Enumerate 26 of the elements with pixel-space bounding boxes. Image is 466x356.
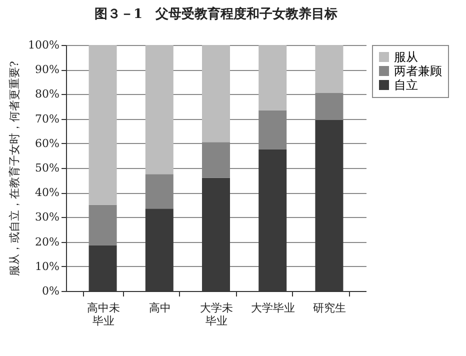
y-tick-label: 40% (35, 186, 60, 200)
y-tick-label: 100% (28, 38, 60, 52)
y-tick-label: 10% (35, 260, 60, 273)
x-tick-label: 研究生 (313, 302, 346, 314)
x-tick-label: 大学毕业 (251, 302, 296, 314)
bar (88, 45, 117, 205)
bar (315, 45, 344, 93)
bar (258, 45, 287, 110)
y-tick-label: 20% (35, 235, 60, 248)
bar (202, 45, 230, 142)
legend-label: 自立 (394, 78, 418, 92)
x-tick-label: 大学未毕业 (200, 302, 233, 328)
x-tick-label: 高中 (148, 302, 171, 314)
legend-label: 服从 (394, 50, 418, 64)
y-tick-label: 80% (35, 88, 60, 101)
chart-title: 图３－1 父母受教育程度和子女教养目标 (94, 6, 338, 22)
y-tick-label: 60% (35, 136, 60, 150)
y-tick-label: 70% (35, 112, 60, 126)
y-tick-label: 50% (35, 162, 60, 174)
x-tick-label: 高中未毕业 (86, 302, 120, 328)
legend-label: 两者兼顾 (394, 64, 442, 78)
bar (145, 45, 174, 174)
y-axis-title: 服从，或自立，在教育子女时，何者更重要? (8, 60, 22, 276)
y-tick-label: 30% (35, 210, 60, 224)
y-tick-label: 90% (35, 63, 60, 76)
y-tick-label: 0% (42, 284, 60, 298)
